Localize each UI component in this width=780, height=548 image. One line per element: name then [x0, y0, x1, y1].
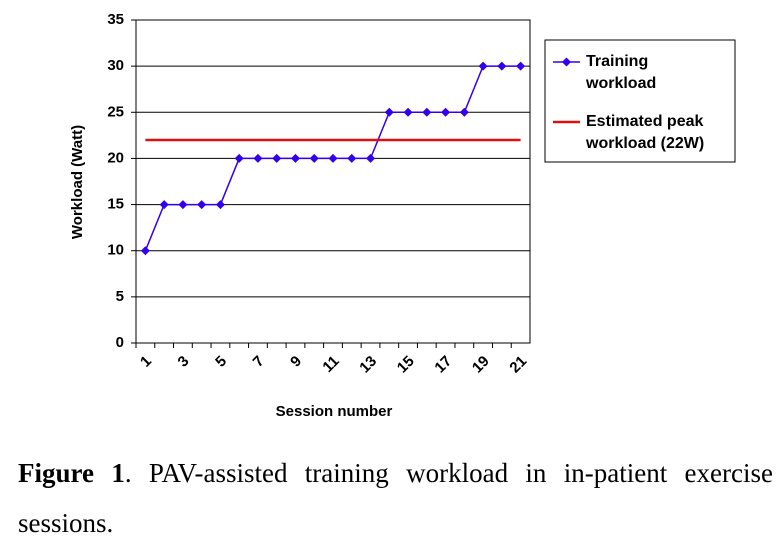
caption-label: Figure 1 [18, 458, 125, 488]
point [309, 153, 319, 163]
y-tick-label: 0 [116, 334, 124, 351]
y-tick-label: 20 [107, 149, 124, 166]
point [234, 153, 244, 163]
point [516, 61, 526, 71]
legend-box [544, 39, 736, 163]
x-tick-label: 19 [469, 353, 493, 377]
point [178, 200, 188, 210]
y-tick-label: 10 [107, 242, 124, 259]
y-tick-label: 35 [107, 11, 124, 28]
chart: Session number Workload (Watt) 051015202… [69, 11, 736, 420]
x-tick-label: 13 [356, 353, 380, 377]
point [497, 61, 507, 71]
point [159, 200, 169, 210]
point [253, 153, 263, 163]
y-tick-label: 5 [116, 288, 124, 305]
y-axis-label: Workload (Watt) [69, 125, 86, 239]
x-tick-label: 21 [506, 353, 530, 377]
legend-marker [562, 57, 571, 67]
x-tick-label: 15 [394, 353, 418, 377]
x-axis-label: Session number [276, 403, 393, 420]
x-tick-label: 9 [287, 353, 305, 371]
x-tick-label: 3 [175, 353, 193, 371]
caption: Figure 1. PAV-assisted training workload… [18, 448, 773, 548]
point [441, 107, 451, 117]
point [290, 153, 300, 163]
caption-text: . PAV-assisted training workload in in-p… [18, 458, 773, 538]
point [197, 200, 207, 210]
legend-label: Estimated peak workload (22W) [585, 113, 704, 152]
point [347, 153, 357, 163]
y-tick-label: 15 [107, 196, 124, 213]
point [272, 153, 282, 163]
point [422, 107, 432, 117]
point [366, 153, 376, 163]
x-tick-label: 11 [319, 353, 342, 376]
point [328, 153, 338, 163]
x-tick-label: 1 [137, 353, 155, 371]
legend-label: Training workload [585, 53, 656, 92]
y-tick-label: 30 [107, 57, 124, 74]
point [215, 200, 225, 210]
point [384, 107, 394, 117]
x-tick-label: 7 [250, 353, 268, 371]
point [459, 107, 469, 117]
point [140, 246, 150, 256]
x-tick-label: 17 [431, 353, 455, 377]
x-tick-label: 5 [212, 353, 230, 371]
y-tick-label: 25 [107, 103, 124, 120]
point [478, 61, 488, 71]
point [403, 107, 413, 117]
plot-border [135, 19, 531, 344]
